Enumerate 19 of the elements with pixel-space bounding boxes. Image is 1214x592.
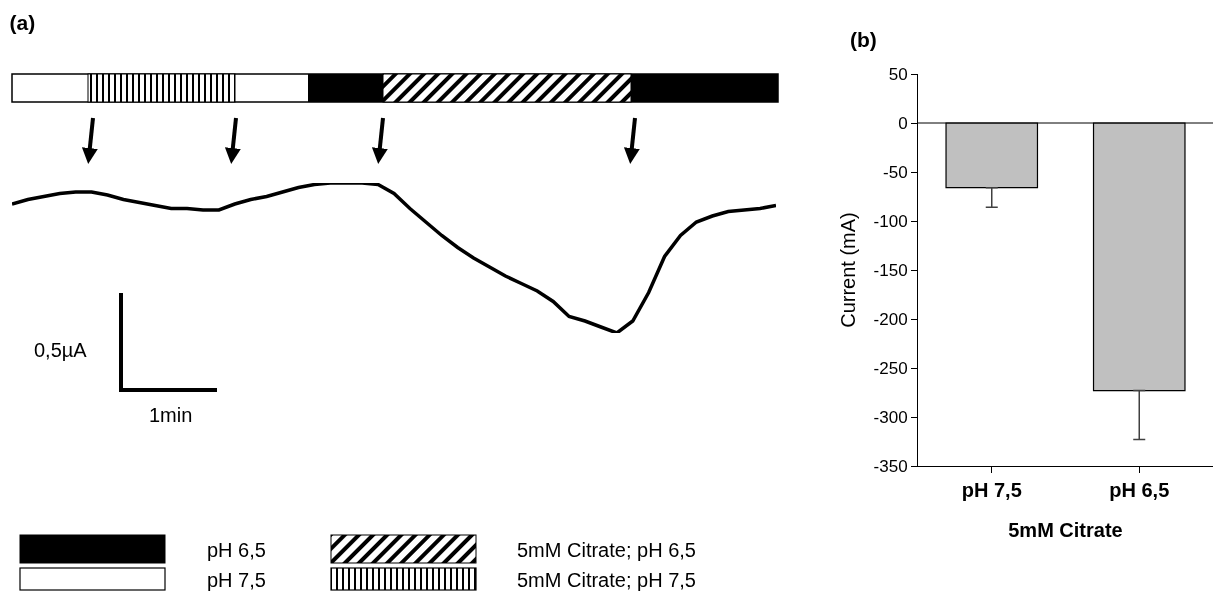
y-tick-label: 0 xyxy=(898,113,908,133)
y-tick-label: -50 xyxy=(883,162,908,182)
y-tick-label: -250 xyxy=(873,358,908,378)
y-axis-title: Current (mA) xyxy=(837,212,860,328)
text: 1min xyxy=(149,404,193,426)
chart-title: (a) xyxy=(9,11,36,35)
text: pH 7,5 xyxy=(207,569,266,591)
text: 5mM Citrate; pH 6,5 xyxy=(517,539,696,561)
y-tick-label: -300 xyxy=(873,407,908,427)
text: 0,5µA xyxy=(34,339,88,361)
y-tick-label: -100 xyxy=(873,211,908,231)
y-tick-label: -150 xyxy=(873,260,908,280)
x-axis-title: 5mM Citrate xyxy=(1008,518,1123,541)
y-tick-label: -200 xyxy=(873,309,908,329)
y-tick-label: 50 xyxy=(888,64,908,84)
text: 5mM Citrate; pH 7,5 xyxy=(517,569,696,591)
chart-title: (b) xyxy=(850,28,877,52)
y-tick-label: -350 xyxy=(873,456,908,476)
text: pH 6,5 xyxy=(207,539,266,561)
